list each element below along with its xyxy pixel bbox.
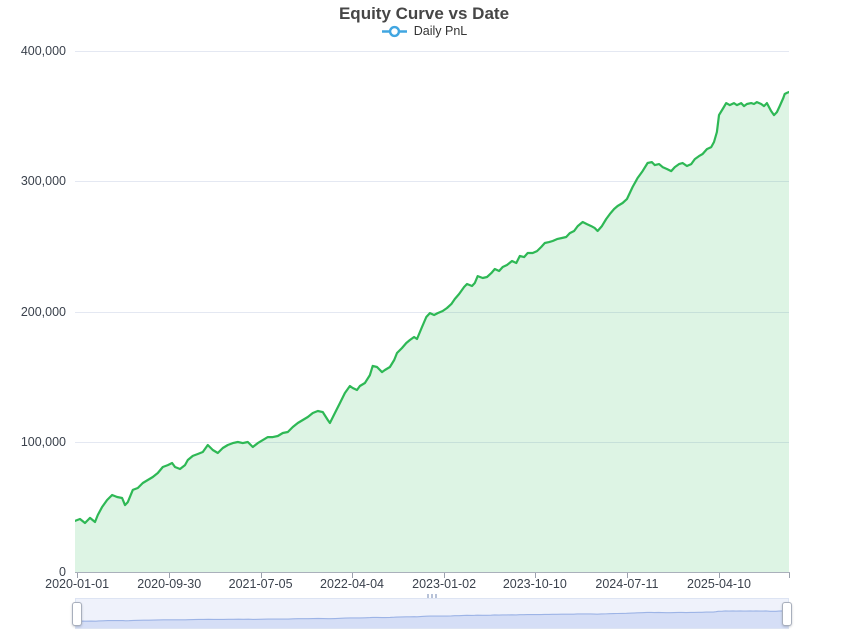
x-axis-label: 2020-01-01 xyxy=(45,577,110,591)
x-axis-tick xyxy=(789,573,790,578)
x-axis-label: 2021-07-05 xyxy=(228,577,293,591)
x-axis-tick xyxy=(719,573,721,578)
x-axis-tick xyxy=(169,573,171,578)
legend-label: Daily PnL xyxy=(413,24,468,38)
x-axis-tick xyxy=(534,573,536,578)
datazoom-mini-area xyxy=(76,610,788,628)
datazoom-mini-chart xyxy=(76,610,788,628)
x-axis-label: 2024-07-11 xyxy=(595,577,659,591)
legend-item-daily-pnl[interactable]: Daily PnL xyxy=(381,24,468,38)
x-axis-line xyxy=(75,572,790,573)
x-axis-tick xyxy=(444,573,446,578)
chart-title: Equity Curve vs Date xyxy=(338,4,510,23)
x-axis-label: 2025-04-10 xyxy=(687,577,751,591)
y-axis-label: 200,000 xyxy=(20,304,66,319)
equity-area-fill xyxy=(75,92,789,572)
y-gridline xyxy=(75,51,789,52)
x-axis-label: 2023-10-10 xyxy=(502,577,567,591)
y-axis-label: 0 xyxy=(59,565,66,579)
y-gridline xyxy=(75,441,789,443)
datazoom-move-grip-icon[interactable] xyxy=(425,594,439,598)
x-axis-tick xyxy=(352,573,354,578)
x-axis-label: 2022-04-04 xyxy=(320,577,384,591)
datazoom-left-handle[interactable] xyxy=(72,602,82,626)
x-axis-tick xyxy=(260,573,262,578)
datazoom-mini-line xyxy=(76,610,788,622)
equity-line xyxy=(75,90,789,525)
y-axis-label: 300,000 xyxy=(20,174,66,189)
datazoom-slider[interactable] xyxy=(72,594,792,629)
plot-area[interactable] xyxy=(75,51,789,572)
datazoom-right-handle[interactable] xyxy=(782,602,792,626)
y-axis-label: 400,000 xyxy=(20,44,66,58)
y-gridline xyxy=(75,181,789,183)
y-axis-label: 100,000 xyxy=(20,434,66,449)
x-axis-label: 2020-09-30 xyxy=(137,577,202,591)
x-axis-label: 2023-01-02 xyxy=(412,577,477,591)
legend-line-marker-icon xyxy=(381,25,407,37)
x-axis-tick xyxy=(77,573,79,578)
y-gridline xyxy=(75,311,789,313)
legend: Daily PnL xyxy=(0,24,848,38)
x-axis-tick xyxy=(626,573,628,578)
